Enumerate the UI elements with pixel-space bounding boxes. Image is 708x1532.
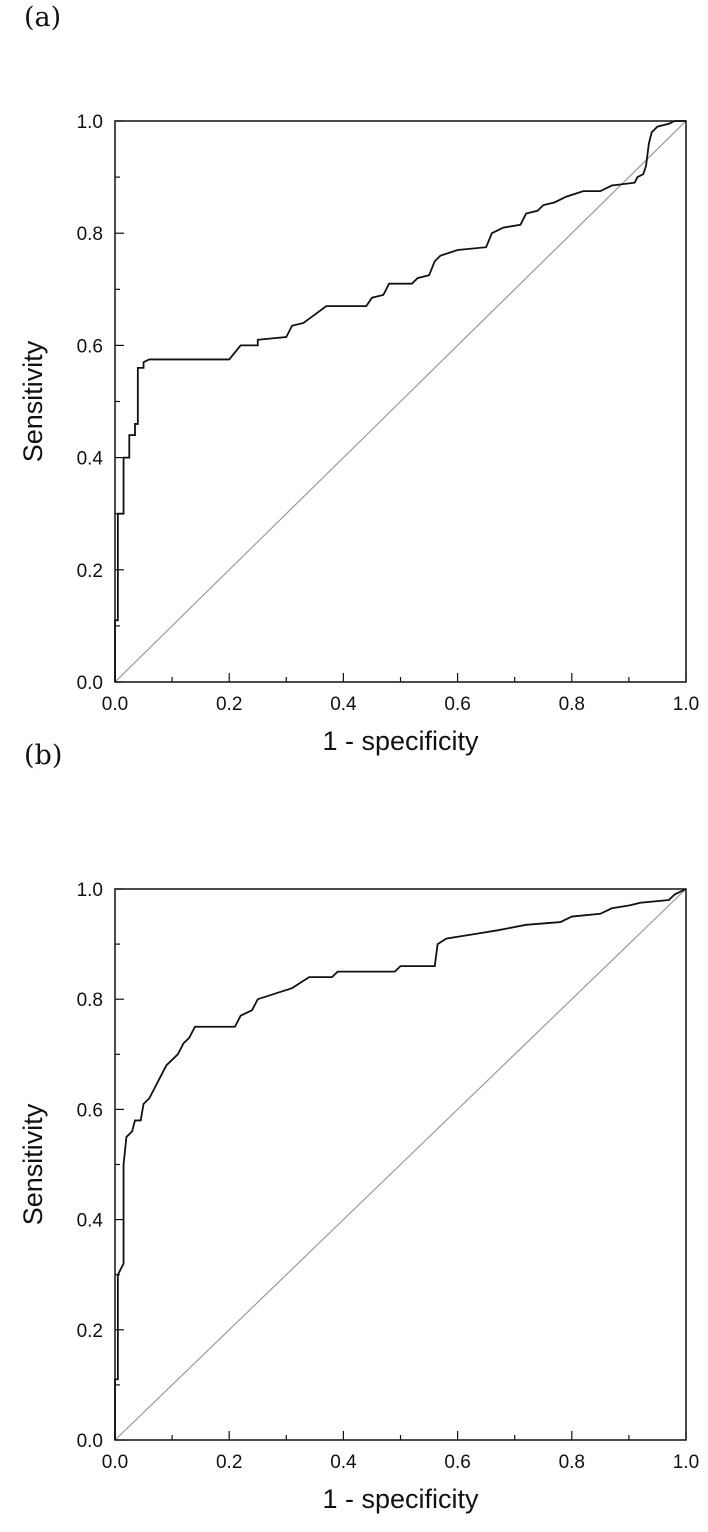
x-tick-label: 0.6: [444, 1452, 470, 1473]
x-axis-title: 1 - specificity: [322, 726, 479, 756]
panel-label-b: (b): [24, 740, 63, 771]
x-tick-label: 0.0: [102, 1452, 128, 1473]
reference-diagonal-line: [114, 888, 687, 1441]
y-tick-label: 0.0: [77, 1431, 103, 1452]
roc-chart-b: 0.0 0.2 0.4 0.6 0.8 1.0 0.0 0.2 0.4 0.6 0.8 1.0 1 - …: [18, 880, 699, 1514]
y-axis-title: Sensitivity: [18, 1103, 48, 1225]
x-tick-label: 0.8: [559, 694, 585, 715]
y-tick-label: 0.8: [77, 990, 103, 1011]
x-tick-label: 0.0: [102, 694, 128, 715]
x-tick-label: 0.4: [330, 1452, 357, 1473]
reference-diagonal-line: [114, 120, 687, 683]
y-tick-label: 0.0: [77, 673, 103, 694]
y-tick-label: 0.6: [77, 336, 103, 357]
x-tick-label: 0.2: [216, 1452, 242, 1473]
y-tick-label: 0.8: [77, 224, 103, 245]
x-tick-label: 0.6: [444, 694, 470, 715]
roc-chart-a: 0.0 0.2 0.4 0.6 0.8 1.0 0.0 0.2 0.4 0.6 0.8 1.0 1 - …: [18, 112, 699, 756]
y-axis-title: Sensitivity: [18, 340, 48, 462]
x-axis-title: 1 - specificity: [322, 1484, 479, 1514]
x-tick-label: 0.4: [330, 694, 357, 715]
x-tick-label: 1.0: [673, 694, 699, 715]
y-tick-label: 0.2: [77, 1321, 103, 1342]
x-tick-label: 1.0: [673, 1452, 699, 1473]
y-tick-label: 0.2: [77, 561, 103, 582]
y-tick-label: 0.4: [77, 1211, 104, 1232]
roc-curve-line: [114, 120, 686, 682]
x-tick-label: 0.8: [559, 1452, 585, 1473]
y-tick-label: 0.4: [77, 449, 104, 470]
y-tick-label: 1.0: [77, 112, 103, 133]
roc-curve-line: [114, 888, 687, 1440]
panel-label-a: (a): [24, 2, 62, 33]
y-tick-label: 1.0: [77, 880, 103, 901]
x-tick-label: 0.2: [216, 694, 242, 715]
y-tick-label: 0.6: [77, 1100, 103, 1121]
